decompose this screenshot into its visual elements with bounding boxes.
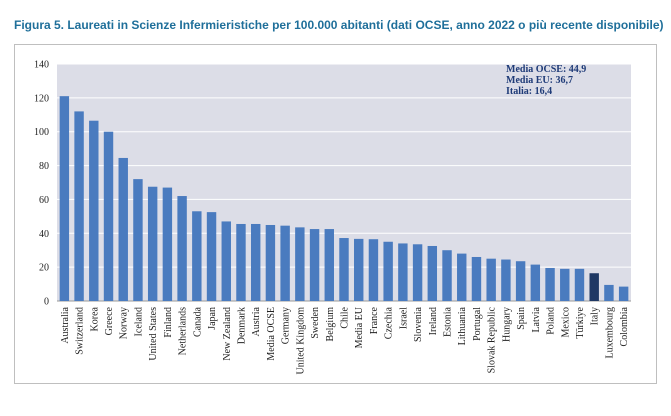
x-tick-label: Czechia xyxy=(384,306,395,339)
x-tick-label: New Zealand xyxy=(222,307,233,361)
x-tick-label: Korea xyxy=(89,306,100,331)
y-tick-label: 80 xyxy=(39,161,49,172)
x-tick-label: Luxembourg xyxy=(604,307,615,358)
x-tick-label: United Kingdom xyxy=(295,307,306,375)
bar xyxy=(118,157,128,301)
bar xyxy=(162,187,173,301)
x-tick-label: Australia xyxy=(60,306,71,343)
bar xyxy=(59,96,70,302)
bar xyxy=(147,186,158,301)
x-tick-label: Belgium xyxy=(325,307,336,342)
bar xyxy=(618,286,629,301)
bar xyxy=(427,245,438,301)
x-tick-label: Israel xyxy=(398,307,409,329)
bar xyxy=(192,211,202,301)
x-tick-label: Spain xyxy=(516,307,527,330)
x-tick-label: Switzerland xyxy=(75,307,86,355)
bar xyxy=(412,244,423,301)
bar xyxy=(398,243,408,301)
annotation-text: Media EU: 36,7 xyxy=(506,75,573,86)
bar xyxy=(265,224,276,301)
bar xyxy=(74,111,84,302)
bar xyxy=(236,223,246,301)
bar xyxy=(383,241,393,301)
x-tick-label: Latvia xyxy=(531,306,542,332)
annotation-text: Media OCSE: 44,9 xyxy=(506,64,586,75)
x-tick-label: Lithuania xyxy=(457,306,468,345)
x-tick-label: France xyxy=(369,306,380,334)
x-tick-label: Germany xyxy=(281,307,292,344)
x-tick-label: Slovak Republic xyxy=(487,306,498,373)
x-tick-label: Greece xyxy=(104,306,115,335)
x-tick-label: Iceland xyxy=(133,307,144,336)
y-tick-label: 60 xyxy=(39,195,49,206)
y-tick-label: 20 xyxy=(39,263,49,274)
x-tick-label: United States xyxy=(148,307,159,361)
y-tick-label: 120 xyxy=(34,93,49,104)
y-tick-label: 100 xyxy=(34,127,49,138)
x-tick-label: Mexico xyxy=(560,307,571,338)
x-tick-label: Colombia xyxy=(619,306,630,346)
y-tick-label: 0 xyxy=(44,297,49,308)
x-tick-label: Canada xyxy=(192,306,203,337)
bar xyxy=(354,238,364,301)
bar xyxy=(280,225,290,301)
bar xyxy=(295,227,305,301)
x-tick-label: Norway xyxy=(119,307,130,339)
y-tick-label: 40 xyxy=(39,229,49,240)
annotation-text: Italia: 16,4 xyxy=(506,86,552,97)
x-tick-label: Hungary xyxy=(501,307,512,342)
bar xyxy=(545,267,555,301)
bar xyxy=(442,250,452,301)
bar xyxy=(177,196,187,301)
x-tick-label: Denmark xyxy=(236,307,247,344)
bar xyxy=(103,131,114,301)
bar xyxy=(250,223,261,301)
bar xyxy=(206,212,217,301)
bar xyxy=(339,238,349,301)
bar xyxy=(309,229,320,301)
x-tick-label: Türkiye xyxy=(575,306,586,338)
x-tick-label: Media OCSE xyxy=(266,307,277,361)
x-tick-label: Italy xyxy=(590,307,601,325)
x-tick-label: Japan xyxy=(207,307,218,330)
bar xyxy=(221,221,231,301)
bar xyxy=(604,284,614,301)
x-tick-label: Sweden xyxy=(310,307,321,339)
figure-title: Figura 5. Laureati in Scienze Infermieri… xyxy=(14,18,664,32)
x-tick-label: Poland xyxy=(546,307,557,335)
x-tick-label: Ireland xyxy=(428,307,439,335)
x-tick-label: Austria xyxy=(251,306,262,336)
x-tick-label: Estonia xyxy=(443,306,454,337)
x-tick-label: Finland xyxy=(163,307,174,338)
bar xyxy=(530,264,541,301)
bar xyxy=(589,273,599,301)
x-tick-label: Portugal xyxy=(472,307,483,341)
x-tick-label: Netherlands xyxy=(178,307,189,355)
bar xyxy=(324,229,334,301)
bar xyxy=(560,268,570,301)
bar xyxy=(501,259,511,301)
bar xyxy=(457,253,467,301)
bar xyxy=(133,179,143,301)
bar xyxy=(486,258,496,301)
bar xyxy=(515,261,526,301)
bar xyxy=(89,120,99,301)
y-tick-label: 140 xyxy=(34,60,49,71)
x-tick-label: Media EU xyxy=(354,306,365,348)
bar xyxy=(368,239,379,301)
x-tick-label: Chile xyxy=(340,306,351,328)
x-tick-label: Slovenia xyxy=(413,306,424,342)
bar xyxy=(574,268,585,301)
bar xyxy=(471,256,482,301)
